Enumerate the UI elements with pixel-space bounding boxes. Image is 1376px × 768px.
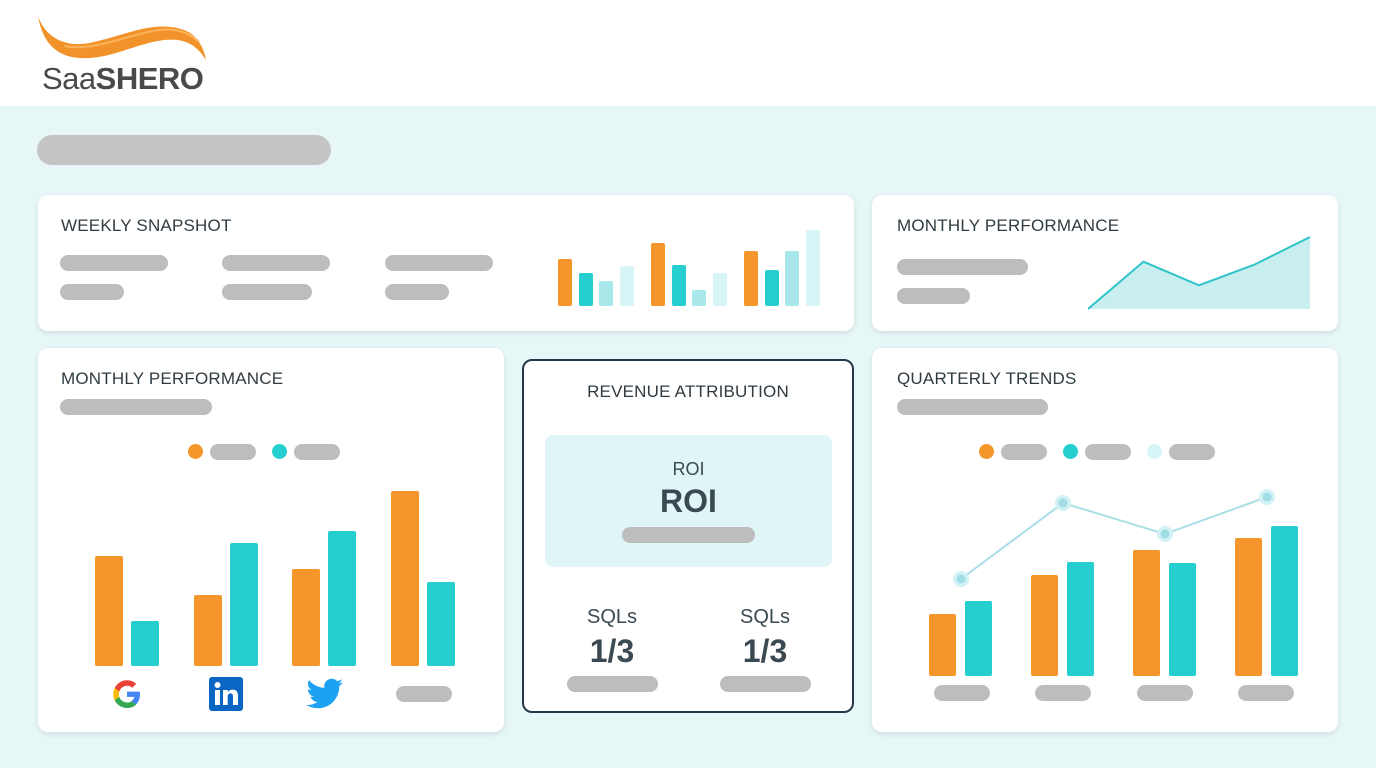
app-header: SaaSHERO: [0, 0, 1376, 106]
legend-light-dot: [1147, 444, 1162, 459]
quarterly-bar: [1235, 538, 1262, 676]
stat-value: 1/3: [742, 633, 788, 669]
trend-point: [1058, 498, 1068, 508]
text-placeholder: [60, 255, 168, 271]
monthly-performance-summary-card: MONTHLY PERFORMANCE: [872, 195, 1338, 331]
monthly-performance-title: MONTHLY PERFORMANCE: [61, 369, 284, 388]
trend-point: [1160, 529, 1170, 539]
quarterly-trends-title: QUARTERLY TRENDS: [897, 369, 1077, 388]
logo-text-bold: SHERO: [95, 61, 204, 96]
legend-label-placeholder: [210, 444, 256, 460]
stat-subtext-placeholder: [567, 676, 658, 692]
weekly-bar: [692, 289, 706, 306]
legend-teal-dot: [272, 444, 287, 459]
quarterly-trend-line: [953, 489, 1275, 587]
quarterly-bar-chart: [912, 483, 1312, 676]
logo-text: SaaSHERO: [42, 61, 204, 96]
weekly-snapshot-card: WEEKLY SNAPSHOT: [38, 195, 854, 331]
monthly-performance-card: MONTHLY PERFORMANCE: [38, 348, 504, 732]
saashero-logo[interactable]: SaaSHERO: [34, 12, 224, 96]
quarterly-bar: [1169, 563, 1196, 676]
quarter-label-placeholder: [1137, 685, 1193, 701]
trend-point: [956, 574, 966, 584]
weekly-bar-chart: [558, 215, 828, 306]
legend-label-placeholder: [1001, 444, 1047, 460]
quarterly-bar: [929, 614, 956, 676]
trend-point: [1262, 492, 1272, 502]
text-placeholder: [385, 255, 493, 271]
weekly-bar: [785, 251, 799, 306]
page-title-placeholder: [37, 135, 331, 165]
twitter-icon[interactable]: [306, 678, 344, 710]
weekly-bar: [599, 281, 613, 306]
monthly-bar: [328, 531, 356, 666]
monthly-bar: [292, 569, 320, 666]
weekly-bar: [805, 230, 820, 306]
monthly-bar: [229, 543, 258, 666]
monthly-performance-summary-title: MONTHLY PERFORMANCE: [897, 216, 1120, 235]
monthly-bar: [426, 582, 455, 666]
quarterly-trends-card: QUARTERLY TRENDS: [872, 348, 1338, 732]
logo-swoosh-icon: [38, 16, 206, 60]
linkedin-icon[interactable]: [208, 676, 244, 712]
subtitle-placeholder: [897, 399, 1048, 415]
text-placeholder: [222, 255, 330, 271]
roi-label: ROI: [672, 459, 705, 479]
text-placeholder: [60, 284, 124, 300]
stat-value: 1/3: [589, 633, 635, 669]
area-line: [1088, 236, 1311, 310]
legend-orange-dot: [188, 444, 203, 459]
quarterly-bar: [1133, 550, 1160, 676]
stat-subtext-placeholder: [720, 676, 811, 692]
subtitle-placeholder: [60, 399, 212, 415]
trend-line: [960, 496, 1268, 580]
weekly-bar: [558, 258, 572, 306]
weekly-bar: [764, 269, 779, 306]
monthly-bar: [390, 491, 419, 666]
stat-label: SQLs: [739, 606, 791, 628]
quarter-label-placeholder: [1238, 685, 1294, 701]
text-placeholder: [897, 288, 970, 304]
roi-subtext-placeholder: [622, 527, 755, 543]
legend-label-placeholder: [1169, 444, 1215, 460]
text-placeholder: [385, 284, 449, 300]
quarter-label-placeholder: [1035, 685, 1091, 701]
quarterly-bar: [1271, 526, 1298, 676]
roi-value: ROI: [660, 483, 717, 519]
revenue-attribution-title: REVENUE ATTRIBUTION: [587, 382, 789, 401]
category-label-placeholder: [396, 686, 452, 702]
quarter-label-placeholder: [934, 685, 990, 701]
legend-orange-dot: [979, 444, 994, 459]
quarterly-bar: [1067, 562, 1094, 676]
legend-label-placeholder: [294, 444, 340, 460]
area-fill: [1088, 237, 1310, 309]
legend-teal-dot: [1063, 444, 1078, 459]
quarterly-bar: [1031, 575, 1058, 676]
weekly-bar: [651, 243, 665, 306]
monthly-bar: [95, 556, 123, 666]
monthly-bar: [131, 621, 159, 666]
revenue-attribution-card[interactable]: REVENUE ATTRIBUTION ROI ROI SQLs 1/3 SQL…: [522, 359, 854, 713]
monthly-bar: [193, 595, 222, 666]
weekly-bar: [578, 273, 593, 306]
weekly-bar: [671, 265, 686, 306]
monthly-area-chart: [1088, 236, 1311, 310]
text-placeholder: [897, 259, 1028, 275]
weekly-bar: [619, 265, 634, 306]
legend-label-placeholder: [1085, 444, 1131, 460]
monthly-bar-chart: [88, 486, 468, 666]
logo-text-light: Saa: [42, 61, 96, 96]
text-placeholder: [222, 284, 312, 300]
weekly-bar: [712, 273, 727, 306]
quarterly-bar: [965, 601, 992, 676]
weekly-bar: [744, 251, 758, 306]
stat-label: SQLs: [586, 606, 638, 628]
weekly-snapshot-title: WEEKLY SNAPSHOT: [61, 216, 232, 235]
google-icon[interactable]: [109, 676, 145, 712]
roi-panel: ROI ROI: [545, 435, 832, 567]
